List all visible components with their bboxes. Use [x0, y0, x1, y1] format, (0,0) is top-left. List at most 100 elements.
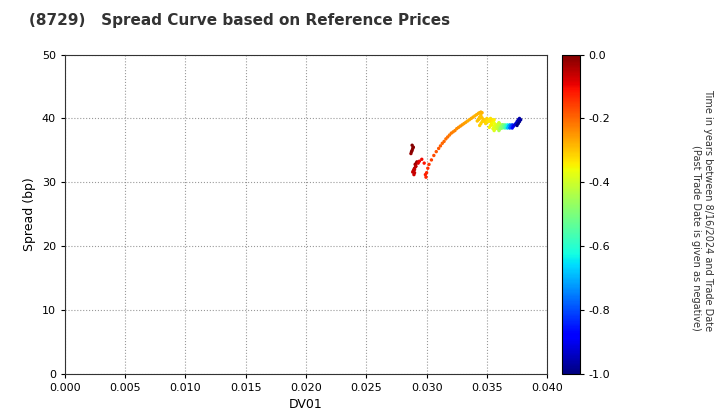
Point: [418, 160, 430, 166]
Point: [515, 116, 526, 123]
Point: [511, 118, 523, 125]
Point: [438, 138, 450, 145]
Point: [431, 148, 442, 155]
Point: [464, 116, 475, 123]
Point: [477, 118, 488, 125]
Point: [406, 147, 418, 154]
Point: [465, 115, 477, 122]
Point: [488, 123, 500, 130]
Point: [428, 152, 440, 159]
Point: [510, 120, 521, 127]
Point: [493, 123, 505, 130]
Point: [475, 120, 487, 127]
Point: [409, 169, 420, 176]
Point: [487, 118, 499, 125]
Point: [423, 161, 435, 168]
Point: [409, 166, 420, 173]
Point: [474, 115, 485, 122]
Point: [473, 116, 485, 123]
Point: [473, 116, 485, 123]
Point: [413, 158, 425, 165]
Point: [502, 121, 513, 128]
Point: [477, 116, 489, 123]
Point: [469, 113, 481, 119]
Point: [495, 121, 506, 128]
Point: [482, 116, 494, 123]
Point: [495, 123, 507, 130]
Point: [490, 125, 501, 132]
Point: [493, 127, 505, 134]
Point: [492, 121, 503, 128]
Point: [473, 110, 485, 117]
Point: [420, 171, 431, 178]
Point: [408, 171, 420, 178]
Point: [491, 123, 503, 130]
Point: [513, 115, 525, 122]
Point: [479, 118, 490, 125]
Point: [480, 120, 492, 127]
Point: [505, 123, 517, 129]
Point: [504, 125, 516, 131]
Point: [485, 122, 496, 129]
Point: [411, 158, 423, 165]
Point: [446, 130, 457, 136]
Point: [482, 118, 494, 125]
Point: [495, 121, 506, 128]
Point: [513, 120, 524, 127]
Point: [484, 124, 495, 131]
Point: [490, 121, 501, 128]
Point: [408, 168, 419, 174]
Point: [477, 114, 488, 121]
Point: [492, 121, 503, 128]
Point: [456, 121, 468, 128]
Point: [511, 122, 523, 129]
Point: [474, 109, 485, 116]
Point: [475, 114, 487, 121]
Point: [495, 123, 507, 130]
Point: [497, 121, 508, 128]
Point: [497, 121, 508, 128]
Point: [488, 127, 500, 134]
Point: [495, 125, 506, 132]
Point: [458, 120, 469, 127]
Point: [498, 123, 510, 129]
Point: [420, 174, 432, 181]
Point: [475, 109, 487, 116]
Point: [502, 125, 513, 131]
Point: [407, 145, 418, 152]
Point: [506, 125, 518, 131]
Point: [493, 120, 505, 126]
Point: [488, 120, 500, 126]
Point: [462, 118, 473, 124]
Point: [410, 163, 421, 170]
Point: [449, 127, 461, 134]
Point: [475, 112, 487, 118]
Point: [471, 111, 482, 118]
Point: [472, 118, 483, 124]
Point: [436, 140, 448, 147]
Text: (8729)   Spread Curve based on Reference Prices: (8729) Spread Curve based on Reference P…: [29, 13, 450, 28]
Point: [490, 121, 501, 128]
Point: [491, 123, 503, 130]
Point: [467, 114, 479, 121]
Point: [408, 166, 420, 173]
Point: [420, 169, 432, 176]
Point: [495, 125, 506, 132]
Point: [499, 125, 510, 131]
Point: [413, 160, 424, 166]
Point: [454, 123, 466, 129]
Point: [444, 132, 455, 139]
Point: [405, 150, 417, 157]
Point: [505, 123, 517, 129]
Point: [410, 161, 421, 168]
Point: [410, 160, 422, 166]
X-axis label: DV01: DV01: [289, 399, 323, 411]
Point: [495, 123, 507, 130]
Point: [503, 123, 514, 129]
Point: [406, 142, 418, 149]
Point: [486, 121, 498, 128]
Point: [426, 157, 437, 163]
Point: [498, 123, 510, 129]
Point: [497, 125, 508, 131]
Point: [499, 121, 510, 128]
